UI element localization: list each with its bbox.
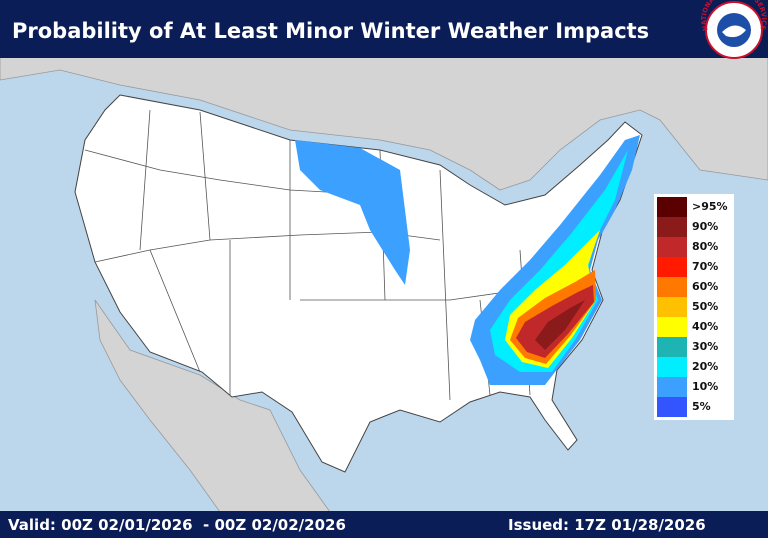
legend-label: 30% xyxy=(692,340,718,353)
legend-label: >95% xyxy=(692,200,728,213)
nws-logo: NATIONAL WEATHER SERVICE xyxy=(700,0,768,59)
legend-label: 5% xyxy=(692,400,711,413)
legend-swatch xyxy=(657,197,687,217)
valid-time: Valid: 00Z 02/01/2026 - 00Z 02/02/2026 xyxy=(8,516,346,534)
legend-swatch xyxy=(657,317,687,337)
legend-label: 10% xyxy=(692,380,718,393)
footer-bar xyxy=(0,511,768,538)
zone-north-plains xyxy=(295,140,410,285)
legend-swatch xyxy=(657,257,687,277)
legend-label: 50% xyxy=(692,300,718,313)
canada xyxy=(0,55,768,191)
legend-swatch xyxy=(657,237,687,257)
zone-90 xyxy=(535,300,585,350)
legend-label: 90% xyxy=(692,220,718,233)
legend-label: 70% xyxy=(692,260,718,273)
legend-label: 20% xyxy=(692,360,718,373)
legend-swatch xyxy=(657,357,687,377)
title: Probability of At Least Minor Winter Wea… xyxy=(12,19,649,43)
legend-swatch xyxy=(657,277,687,297)
legend-label: 60% xyxy=(692,280,718,293)
legend-label: 40% xyxy=(692,320,718,333)
legend-swatch xyxy=(657,297,687,317)
legend-swatch xyxy=(657,397,687,417)
legend-swatch xyxy=(657,217,687,237)
legend-label: 80% xyxy=(692,240,718,253)
legend-swatch xyxy=(657,377,687,397)
legend-swatch xyxy=(657,337,687,357)
issued-time: Issued: 17Z 01/28/2026 xyxy=(508,516,706,534)
legend: >95% 90% 80% 70% 60% 50% 40% 30% 20% 10% 5% xyxy=(654,194,734,420)
header-bar xyxy=(0,0,768,58)
probability-zones xyxy=(295,135,640,385)
